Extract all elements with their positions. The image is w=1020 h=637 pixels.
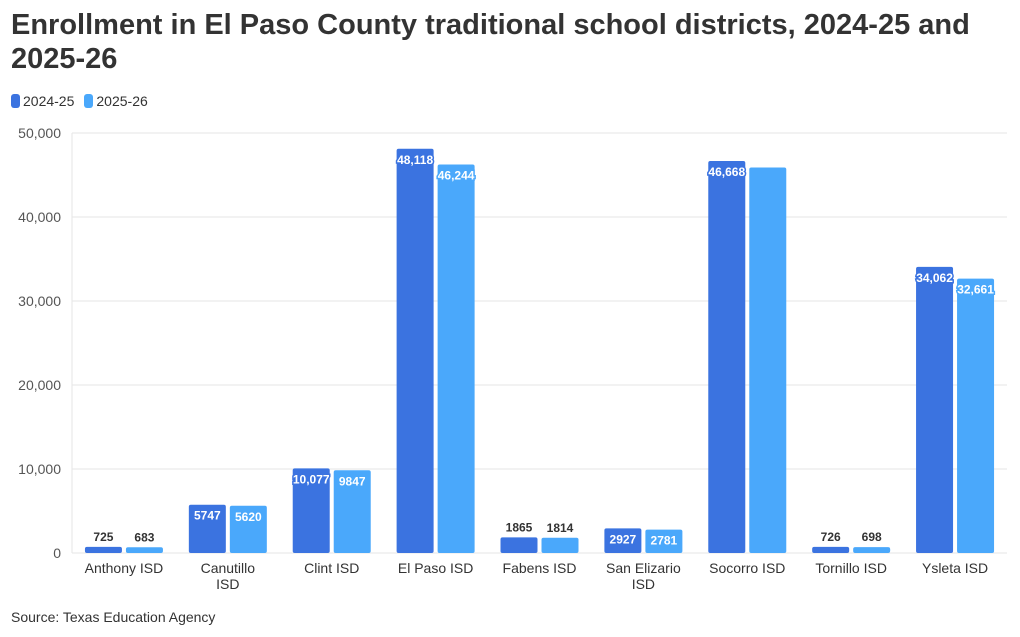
legend-item-2024-25[interactable]: 2024-25 <box>11 93 74 109</box>
bar <box>957 278 995 553</box>
x-tick-label-line: Anthony ISD <box>85 560 164 576</box>
data-label: 1814 <box>547 521 574 535</box>
bar <box>853 547 891 553</box>
x-tick-label-line: Tornillo ISD <box>815 560 887 576</box>
y-tick-label: 0 <box>53 545 61 561</box>
y-tick-label: 50,000 <box>18 125 61 141</box>
data-label: 2927 <box>610 532 637 546</box>
x-tick-label: Socorro ISD <box>709 560 785 576</box>
x-tick-label-line: Socorro ISD <box>709 560 785 576</box>
bar <box>916 266 954 553</box>
data-label: 5620 <box>235 510 262 524</box>
x-tick-label: Anthony ISD <box>85 560 164 576</box>
data-label: 48,118 <box>397 153 433 167</box>
source-note: Source: Texas Education Agency <box>11 609 216 625</box>
y-tick-label: 30,000 <box>18 293 61 309</box>
legend-swatch-2025-26 <box>84 94 94 108</box>
data-label: 9847 <box>339 474 366 488</box>
x-tick-label: San Elizario ISD <box>606 560 681 592</box>
data-label: 2781 <box>651 534 678 548</box>
data-label: 5747 <box>194 509 221 523</box>
x-tick-label-line: Clint ISD <box>304 560 359 576</box>
x-tick-label-line: ISD <box>216 576 239 592</box>
chart-title: Enrollment in El Paso County traditional… <box>11 9 970 75</box>
bar <box>541 537 579 553</box>
bar <box>437 164 475 553</box>
x-tick-label-line: Ysleta ISD <box>922 560 988 576</box>
bar <box>125 547 163 553</box>
bar <box>292 468 330 553</box>
y-tick-label: 40,000 <box>18 209 61 225</box>
bar <box>708 160 746 553</box>
x-tick-label: Canutillo ISD <box>201 560 256 592</box>
bar <box>604 528 642 553</box>
x-tick-label: Tornillo ISD <box>815 560 887 576</box>
bar <box>812 546 850 553</box>
x-tick-label-line: Canutillo <box>201 560 256 576</box>
legend-label-2024-25: 2024-25 <box>23 93 75 109</box>
x-tick-label-line: El Paso ISD <box>398 560 473 576</box>
bar <box>84 546 122 553</box>
bar <box>749 167 787 553</box>
data-label: 698 <box>862 530 882 544</box>
legend-item-2025-26[interactable]: 2025-26 <box>84 93 148 109</box>
x-tick-label-line: ISD <box>632 576 655 592</box>
data-label: 683 <box>134 530 154 544</box>
data-label: 46,244 <box>438 169 475 183</box>
legend: 2024-25 2025-26 <box>11 93 148 109</box>
x-tick-label: El Paso ISD <box>398 560 473 576</box>
bar <box>333 470 371 553</box>
data-label: 725 <box>93 530 113 544</box>
bar <box>500 537 538 553</box>
bar <box>188 504 226 553</box>
x-tick-label-line: San Elizario <box>606 560 681 576</box>
x-tick-label-line: Fabens ISD <box>503 560 577 576</box>
data-label: 1865 <box>506 520 533 534</box>
legend-label-2025-26: 2025-26 <box>96 93 148 109</box>
bar <box>229 505 267 553</box>
x-tick-label: Ysleta ISD <box>922 560 988 576</box>
bar <box>645 529 683 553</box>
data-label: 10,077 <box>293 472 330 486</box>
legend-swatch-2024-25 <box>11 94 20 108</box>
x-tick-label: Fabens ISD <box>503 560 577 576</box>
data-label: 46,668 <box>708 165 745 179</box>
x-tick-label: Clint ISD <box>304 560 359 576</box>
bar <box>396 148 434 553</box>
y-tick-label: 10,000 <box>18 461 61 477</box>
data-label: 32,661 <box>957 283 994 297</box>
data-label: 34,062 <box>916 271 953 285</box>
y-tick-label: 20,000 <box>18 377 61 393</box>
data-label: 726 <box>821 530 841 544</box>
